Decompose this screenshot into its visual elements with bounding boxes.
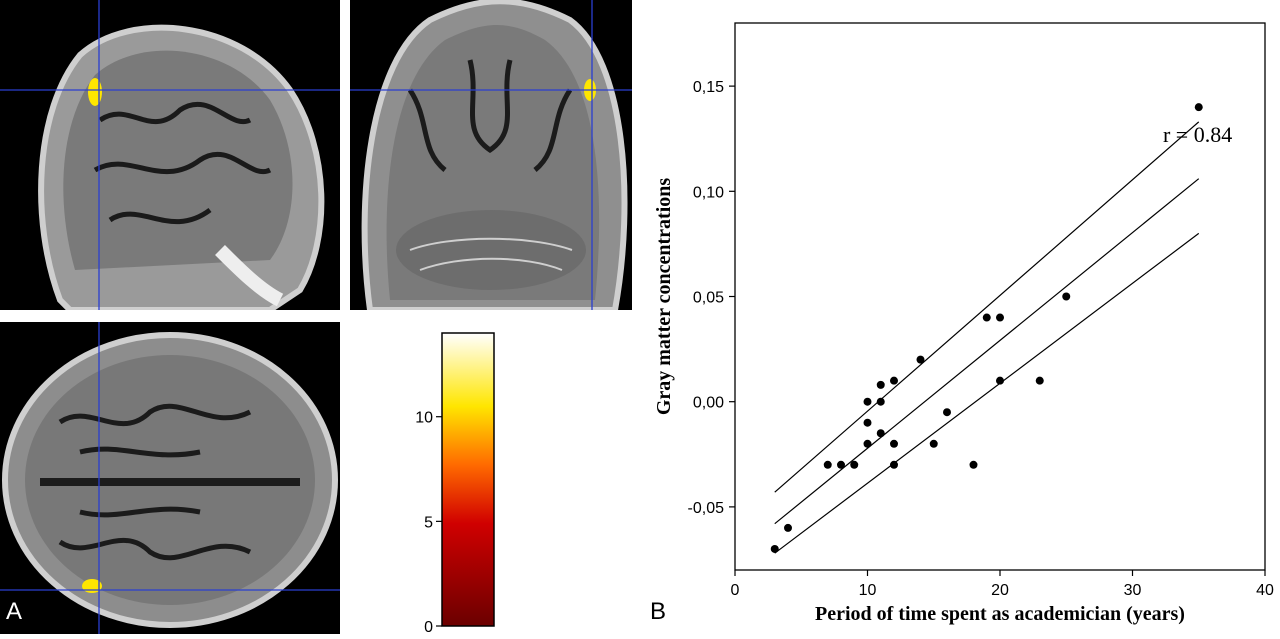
mri-coronal-panel [350,0,632,310]
data-point [996,313,1004,322]
y-axis-label: Gray matter concentrations [653,178,675,416]
y-tick-label: 0,00 [693,395,724,412]
y-tick-label: 0,05 [693,290,724,307]
x-tick-label: 0 [731,582,740,599]
mri-sagittal-panel [0,0,340,310]
data-point [929,439,938,448]
data-point [1062,292,1071,301]
colorbar-tick-label: 10 [415,410,433,427]
y-tick-label: -0,05 [688,500,725,517]
colorbar-gradient [441,332,495,627]
data-point [890,376,898,385]
data-point [876,429,885,438]
mri-sagittal-image [0,0,340,310]
data-point [1194,103,1203,112]
data-point [969,460,978,469]
y-tick-label: 0,10 [693,184,724,201]
plot-frame [734,22,1266,571]
x-tick-label: 40 [1256,582,1274,599]
ci-lower-line [774,232,1200,554]
data-point [823,460,832,469]
data-point [850,460,859,469]
data-point [996,376,1004,385]
colorbar-tick-label: 0 [424,619,433,634]
panel-label-b: B [650,598,667,625]
mri-axial-image [0,322,340,634]
data-point [890,460,898,469]
data-point [1035,376,1044,385]
panel-label-a: A [6,598,23,625]
data-point [837,460,845,469]
regression-line [774,178,1200,525]
ci-upper-line [774,121,1200,493]
x-tick-label: 10 [859,582,877,599]
mri-coronal-image [350,0,632,310]
colorbar-svg: 0 5 10 [415,332,495,636]
x-tick-label: 30 [1124,582,1142,599]
y-tick-label: 0,15 [693,79,724,96]
x-tick-label: 20 [991,582,1009,599]
data-point [770,544,779,553]
x-axis-label: Period of time spent as academician (yea… [815,603,1185,625]
scatter-chart: 0 10 20 30 40-0,050,000,050,100,15 r = 0.84 … [653,22,1274,625]
data-point [863,418,872,427]
colorbar-tick-label: 5 [424,514,433,531]
data-point [863,397,872,406]
correlation-annotation: r = 0.84 [1163,122,1232,147]
data-point [784,523,792,532]
activation-blob [88,78,102,106]
colorbar: 0 5 10 [395,325,505,639]
data-point [876,397,885,406]
mri-axial-panel [0,322,340,634]
data-point [890,439,898,448]
data-point [863,439,872,448]
data-point [982,313,991,322]
data-point [876,380,885,389]
data-point [916,355,925,364]
data-point [943,408,951,417]
